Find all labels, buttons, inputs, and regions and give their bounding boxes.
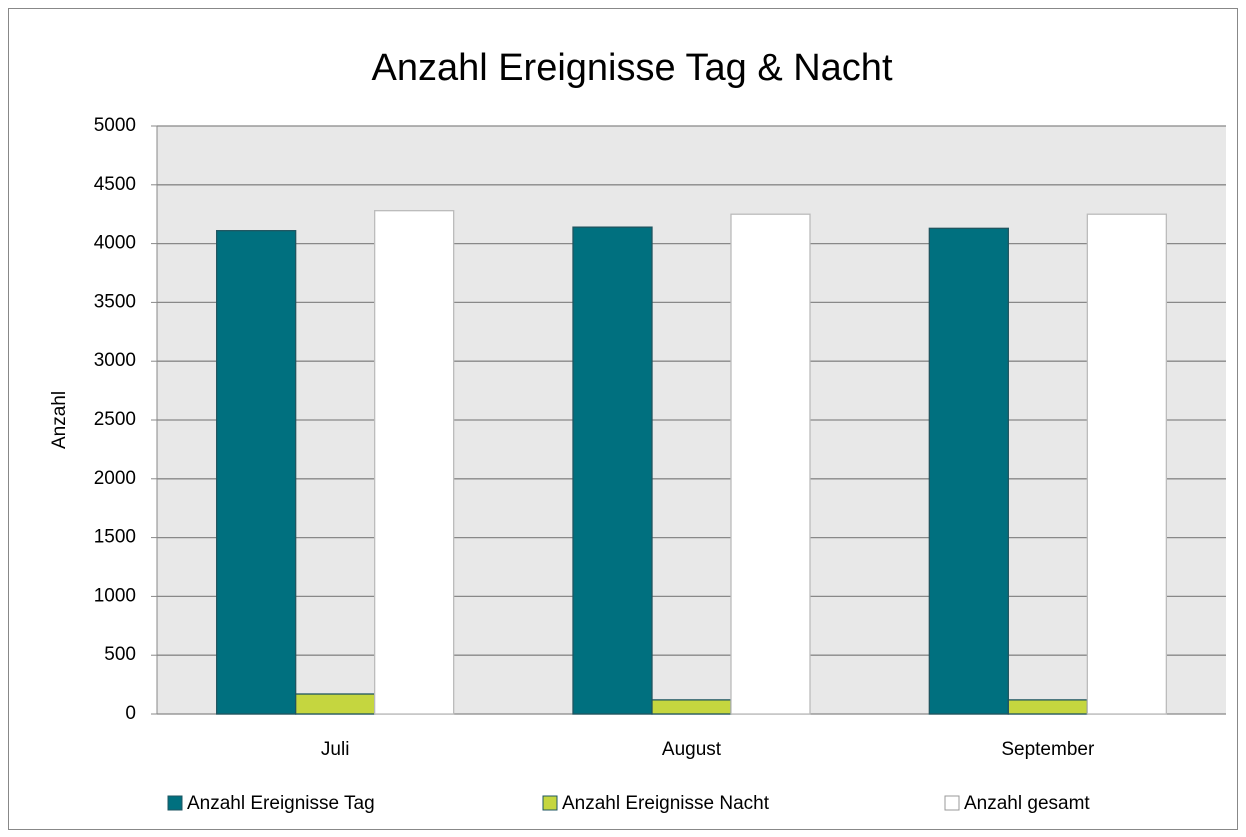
legend-swatch — [542, 795, 558, 811]
bar — [1086, 213, 1167, 715]
y-tick-label: 4500 — [94, 174, 136, 195]
chart-title: Anzahl Ereignisse Tag & Nacht — [371, 47, 892, 89]
bar — [374, 210, 455, 715]
bar — [730, 213, 811, 715]
x-tick-label: September — [1001, 739, 1095, 760]
y-tick-label: 4000 — [94, 233, 136, 254]
y-tick-label: 500 — [104, 644, 136, 665]
bar — [572, 226, 653, 715]
x-tick-label: August — [662, 739, 722, 760]
bar — [1007, 699, 1088, 715]
bar — [928, 227, 1009, 715]
legend-swatch — [944, 795, 960, 811]
legend-swatch — [167, 795, 183, 811]
y-tick-label: 3500 — [94, 291, 136, 312]
x-tick-label: Juli — [321, 739, 350, 760]
y-tick-label: 2000 — [94, 468, 136, 489]
y-tick-label: 2500 — [94, 409, 136, 430]
y-tick-label: 1000 — [94, 585, 136, 606]
legend-label: Anzahl Ereignisse Nacht — [562, 793, 770, 814]
y-tick-label: 3000 — [94, 350, 136, 371]
legend-label: Anzahl Ereignisse Tag — [187, 793, 375, 814]
legend-label: Anzahl gesamt — [964, 793, 1090, 814]
y-tick-label: 0 — [125, 703, 136, 724]
bar — [295, 693, 376, 715]
y-tick-label: 1500 — [94, 527, 136, 548]
bar — [651, 699, 732, 715]
y-axis-label: Anzahl — [49, 391, 70, 449]
y-tick-label: 5000 — [94, 115, 136, 136]
bar — [216, 230, 297, 715]
